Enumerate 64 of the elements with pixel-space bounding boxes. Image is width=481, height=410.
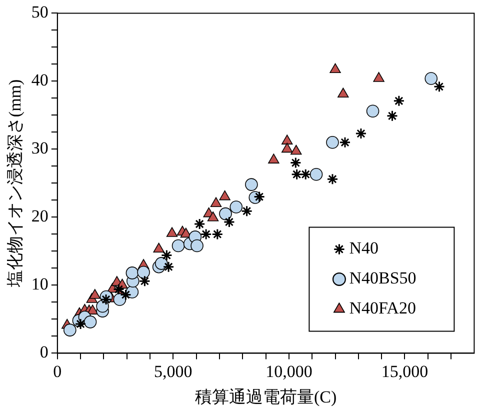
point bbox=[219, 207, 232, 220]
point bbox=[138, 275, 150, 287]
legend-label: N40BS50 bbox=[349, 268, 416, 288]
y-tick-label: 50 bbox=[31, 2, 48, 22]
point bbox=[212, 228, 224, 240]
point bbox=[113, 284, 125, 296]
point bbox=[120, 288, 132, 300]
legend-label: N40FA20 bbox=[349, 298, 416, 318]
point bbox=[386, 110, 398, 122]
x-tick-label: 5,000 bbox=[154, 362, 192, 381]
point bbox=[137, 266, 150, 279]
point bbox=[290, 144, 302, 155]
point bbox=[74, 318, 86, 330]
legend-label: N40 bbox=[349, 238, 378, 258]
point bbox=[282, 134, 293, 144]
y-tick-label: 10 bbox=[31, 274, 48, 294]
point bbox=[355, 128, 367, 140]
y-tick-label: 30 bbox=[31, 138, 48, 158]
point bbox=[84, 316, 97, 328]
point bbox=[366, 104, 380, 118]
point bbox=[219, 190, 230, 200]
point bbox=[326, 173, 338, 185]
point bbox=[100, 294, 112, 306]
point bbox=[433, 80, 445, 92]
point bbox=[166, 227, 178, 237]
y-tick-label: 20 bbox=[31, 206, 48, 226]
point bbox=[338, 88, 349, 98]
point bbox=[339, 136, 351, 148]
x-tick-label: 10,000 bbox=[266, 362, 312, 381]
point bbox=[207, 211, 219, 222]
point bbox=[326, 136, 339, 149]
y-axis-title: 塩化物イオン浸透深さ(mm) bbox=[6, 79, 25, 288]
point bbox=[282, 142, 293, 153]
point bbox=[153, 242, 164, 253]
point bbox=[190, 239, 204, 252]
x-axis-title: 積算通過電荷量(C) bbox=[194, 387, 337, 406]
point bbox=[194, 218, 206, 230]
point bbox=[310, 168, 323, 181]
point bbox=[89, 289, 101, 299]
point bbox=[268, 154, 280, 164]
point bbox=[210, 197, 222, 207]
point bbox=[254, 191, 266, 203]
point bbox=[424, 72, 438, 85]
point bbox=[200, 228, 212, 240]
point bbox=[290, 157, 302, 169]
x-tick-label: 0 bbox=[53, 362, 62, 381]
point bbox=[172, 239, 185, 252]
point bbox=[160, 250, 172, 262]
point bbox=[373, 72, 384, 82]
point bbox=[64, 324, 76, 336]
point bbox=[223, 216, 235, 228]
point bbox=[393, 95, 405, 107]
point bbox=[291, 168, 303, 180]
point bbox=[330, 63, 341, 74]
point bbox=[300, 168, 312, 180]
y-tick-label: 0 bbox=[40, 342, 48, 362]
point bbox=[230, 200, 243, 214]
point bbox=[245, 178, 258, 191]
x-tick-label: 15,000 bbox=[381, 362, 428, 381]
point bbox=[162, 261, 174, 273]
point bbox=[154, 257, 168, 270]
point bbox=[126, 266, 139, 280]
y-tick-label: 40 bbox=[31, 70, 48, 90]
point bbox=[241, 205, 253, 217]
